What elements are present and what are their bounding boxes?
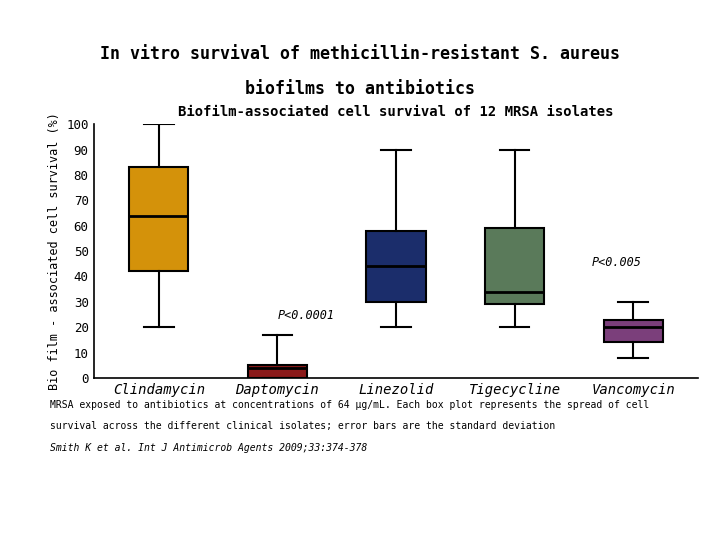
Text: P<0.005: P<0.005 — [592, 256, 642, 269]
Text: In vitro survival of methicillin-resistant S. aureus: In vitro survival of methicillin-resista… — [100, 45, 620, 63]
PathPatch shape — [366, 231, 426, 302]
Text: MRSA exposed to antibiotics at concentrations of 64 μg/mL. Each box plot represe: MRSA exposed to antibiotics at concentra… — [50, 400, 649, 410]
PathPatch shape — [603, 320, 663, 342]
PathPatch shape — [129, 167, 189, 272]
Text: biofilms to antibiotics: biofilms to antibiotics — [245, 80, 475, 98]
Title: Biofilm-associated cell survival of 12 MRSA isolates: Biofilm-associated cell survival of 12 M… — [179, 105, 613, 119]
Text: Smith K et al. Int J Antimicrob Agents 2009;33:374-378: Smith K et al. Int J Antimicrob Agents 2… — [50, 443, 368, 453]
Text: P<0.0001: P<0.0001 — [277, 309, 334, 322]
Y-axis label: Bio film - associated cell survival (%): Bio film - associated cell survival (%) — [48, 112, 60, 390]
PathPatch shape — [248, 365, 307, 378]
Text: 1391: 1391 — [343, 521, 377, 534]
Text: survival across the different clinical isolates; error bars are the standard dev: survival across the different clinical i… — [50, 421, 556, 431]
Text: UNIVERSITÀ DEGLI STUDI DI FERRARA: UNIVERSITÀ DEGLI STUDI DI FERRARA — [212, 463, 508, 477]
Text: - EX LABORE FRUCTUS -: - EX LABORE FRUCTUS - — [281, 492, 439, 505]
PathPatch shape — [485, 228, 544, 305]
